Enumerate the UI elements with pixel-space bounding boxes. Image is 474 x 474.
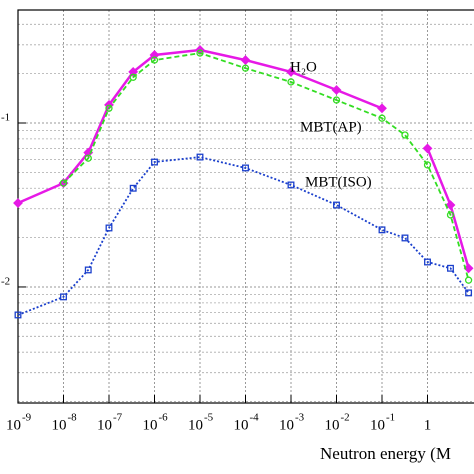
marker (105, 224, 113, 232)
marker (241, 64, 250, 72)
x-tick-exponent: -8 (68, 412, 78, 424)
x-tick-label: 10 (234, 417, 249, 433)
marker (424, 258, 431, 266)
marker (14, 311, 22, 319)
marker (401, 234, 409, 242)
marker (378, 114, 386, 122)
marker (401, 131, 409, 139)
marker (287, 181, 295, 189)
series-line (62, 52, 470, 281)
marker (463, 263, 474, 274)
marker (331, 85, 342, 95)
marker (242, 164, 249, 172)
x-tick-label: 10 (370, 417, 385, 433)
marker (286, 66, 296, 77)
x-tick-exponent: -4 (250, 412, 260, 424)
marker (464, 276, 473, 284)
marker (84, 266, 92, 274)
x-tick-exponent: -1 (386, 412, 395, 424)
marker (129, 73, 137, 81)
marker (377, 103, 387, 114)
marker (378, 226, 386, 234)
series-line (17, 156, 470, 316)
marker (151, 158, 158, 166)
x-tick-exponent: -5 (204, 412, 214, 424)
marker (287, 78, 295, 86)
marker (59, 179, 68, 187)
x-tick-label: 10 (279, 417, 294, 433)
y-tick-label: -2 (1, 275, 10, 287)
marker (129, 184, 137, 192)
x-tick-label: 10 (188, 417, 203, 433)
marker (128, 66, 139, 77)
marker (446, 211, 455, 219)
y-tick-label: -1 (1, 112, 10, 124)
series-label: H₂O (290, 59, 317, 75)
marker (13, 198, 23, 208)
marker (445, 200, 456, 210)
x-tick-exponent: -7 (113, 412, 123, 424)
x-tick-label: 10 (325, 417, 340, 433)
marker (105, 104, 113, 112)
x-tick-label: 10 (6, 417, 21, 433)
marker (422, 143, 433, 154)
x-tick-exponent: -2 (341, 412, 350, 424)
marker (84, 154, 92, 162)
x-tick-label: 10 (97, 417, 112, 433)
marker (332, 96, 341, 104)
marker (150, 56, 159, 64)
marker (196, 49, 204, 57)
marker (60, 293, 67, 301)
x-tick-label: 10 (143, 417, 158, 433)
marker (447, 264, 454, 272)
x-tick-label: 10 (52, 417, 67, 433)
x-axis-label: Neutron energy (M (320, 444, 451, 463)
marker (333, 201, 340, 209)
marker (465, 289, 473, 297)
marker (423, 161, 432, 169)
marker (240, 55, 251, 66)
series-label: MBT(ISO) (305, 174, 372, 190)
x-tick-exponent: -3 (295, 412, 305, 424)
series-label: MBT(AP) (300, 119, 362, 135)
x-tick-label: 1 (424, 417, 432, 433)
marker (196, 153, 204, 161)
x-tick-exponent: -9 (22, 412, 32, 424)
x-tick-exponent: -6 (159, 412, 169, 424)
marker (149, 50, 160, 60)
